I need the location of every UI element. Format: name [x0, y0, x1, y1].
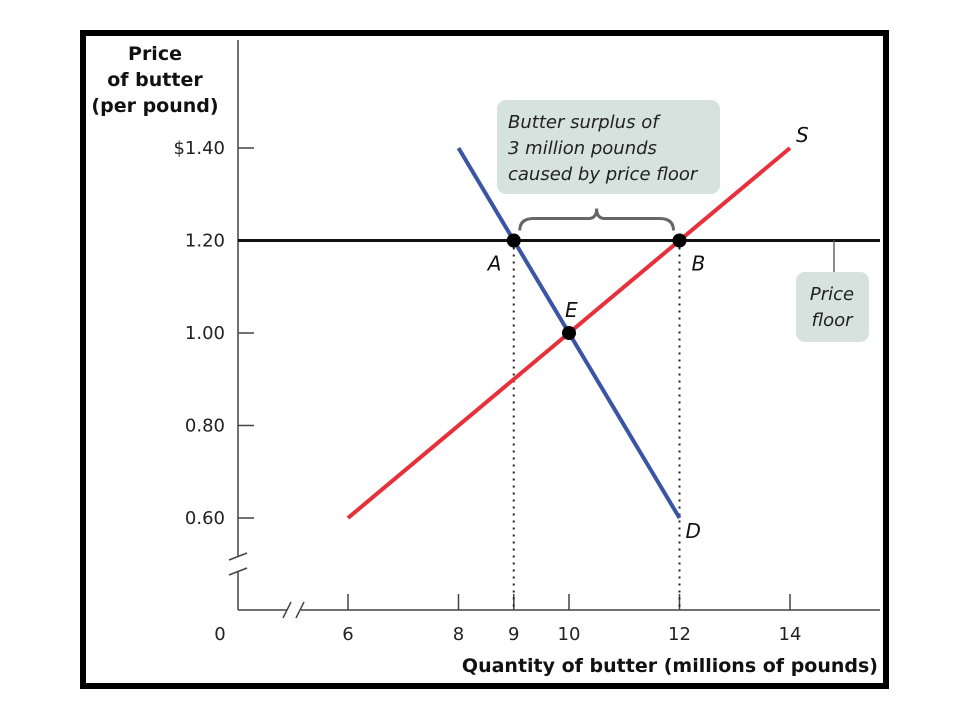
dotted-guides	[512, 240, 681, 610]
y-axis-title-line: of butter	[107, 69, 203, 91]
floor-note-line: floor	[811, 310, 854, 331]
points: A B E	[486, 233, 706, 340]
x-tick-label: 9	[508, 624, 519, 645]
y-break-line	[228, 552, 248, 561]
y-tick-label: 0.80	[185, 416, 225, 437]
surplus-brace	[518, 208, 675, 231]
chart-frame	[80, 30, 889, 689]
y-tick-label: 1.20	[185, 231, 225, 252]
point-label-e: E	[565, 298, 578, 322]
x-tick-label: 6	[342, 624, 353, 645]
demand-label: D	[686, 519, 701, 543]
y-axis-title: Price of butter (per pound)	[91, 43, 218, 117]
chart-background	[86, 36, 883, 683]
x-break-gap	[287, 606, 301, 614]
y-break-line	[228, 567, 248, 576]
supply-label: S	[796, 123, 809, 147]
x-break-line	[282, 601, 292, 619]
x-axis-break-mark	[282, 601, 305, 619]
floor-note-box	[796, 272, 869, 342]
point-label-a: A	[486, 252, 502, 276]
y-tick-label: $1.40	[173, 138, 225, 159]
y-axis-title-line: (per pound)	[91, 95, 218, 117]
y-axis-title-line: Price	[128, 43, 182, 65]
floor-note-line: Price	[810, 284, 854, 305]
y-break-gap	[234, 557, 242, 571]
axes	[228, 40, 880, 619]
point-label-b: B	[692, 252, 706, 276]
x-break-line	[295, 601, 305, 619]
y-axis-break-mark	[228, 552, 248, 576]
point-a	[506, 233, 521, 248]
surplus-note-box	[497, 100, 720, 194]
point-b	[672, 233, 687, 248]
y-tick-label: 1.00	[185, 323, 225, 344]
x-origin-label: 0	[214, 624, 225, 645]
tick-marks: $1.40 1.20 1.00 0.80 0.60 6 8 9 10 12 14	[173, 138, 801, 645]
x-axis-title: Quantity of butter (millions of pounds)	[462, 655, 878, 677]
surplus-note-line: Butter surplus of	[508, 112, 661, 133]
x-tick-label: 8	[453, 624, 464, 645]
x-tick-label: 10	[558, 624, 581, 645]
x-tick-label: 14	[779, 624, 802, 645]
x-tick-label: 12	[668, 624, 691, 645]
point-e	[562, 326, 576, 340]
surplus-note-line: 3 million pounds	[508, 138, 657, 159]
surplus-note-line: caused by price floor	[508, 164, 699, 185]
annotations: Butter surplus of 3 million pounds caused …	[497, 100, 869, 342]
y-tick-label: 0.60	[185, 508, 225, 529]
